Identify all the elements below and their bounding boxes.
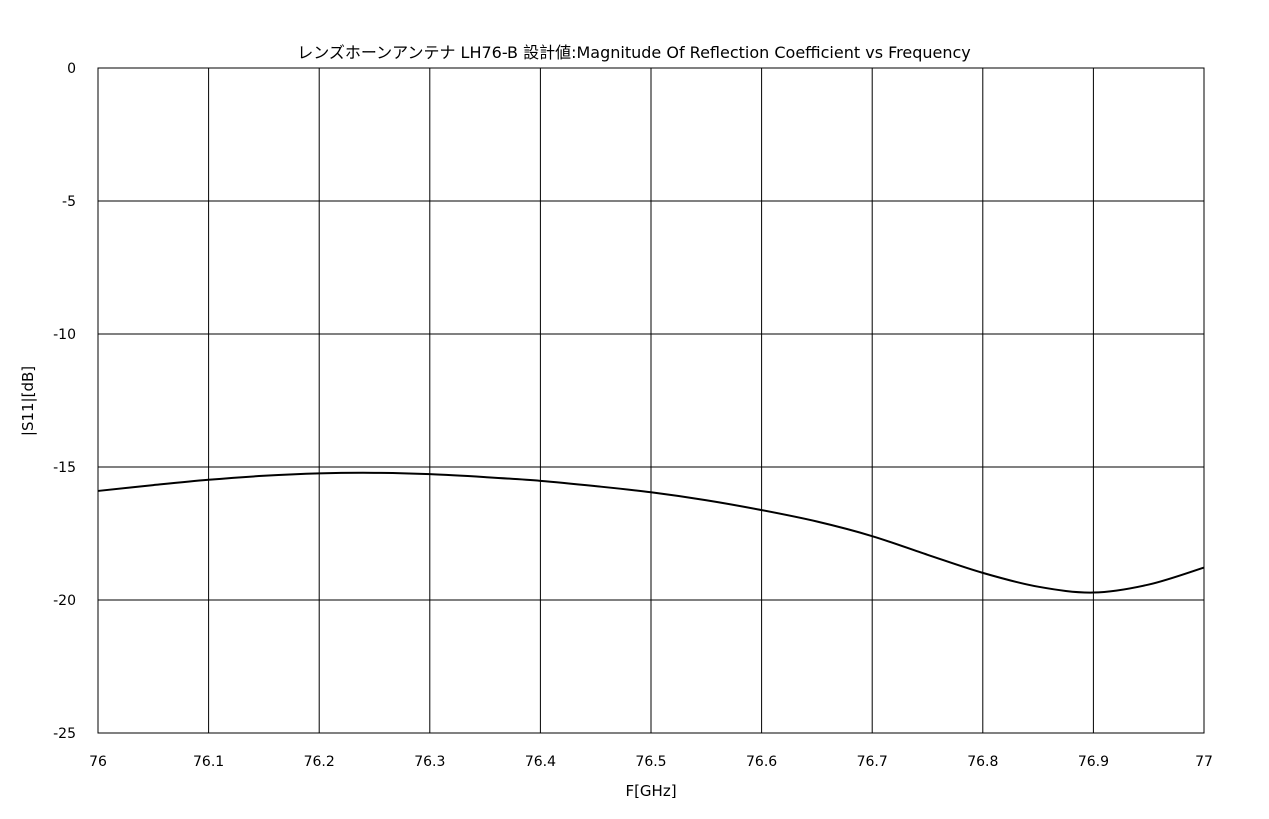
y-tick-label: -10 (53, 327, 76, 343)
grid-lines (97, 67, 1205, 734)
chart-title: レンズホーンアンテナ LH76-B 設計値:Magnitude Of Refle… (297, 43, 971, 62)
x-tick-label: 77 (1195, 754, 1213, 770)
x-tick-label: 76.2 (304, 754, 335, 770)
plot-frame (97, 67, 1205, 734)
x-tick-label: 76.3 (414, 754, 445, 770)
y-tick-labels: 0 -5 -10 -15 -20 -25 (53, 61, 76, 742)
y-tick-label: -25 (53, 726, 76, 742)
s11-series-line (97, 471, 1205, 594)
y-tick-label: -20 (53, 593, 76, 609)
x-tick-label: 76.4 (525, 754, 556, 770)
y-tick-label: 0 (67, 61, 76, 77)
x-tick-label: 76.6 (746, 754, 777, 770)
y-axis-label: |S11|[dB] (19, 366, 37, 436)
x-tick-label: 76.1 (193, 754, 224, 770)
x-tick-label: 76.7 (857, 754, 888, 770)
x-tick-label: 76.5 (635, 754, 666, 770)
x-tick-label: 76 (89, 754, 107, 770)
y-tick-label: -5 (62, 194, 76, 210)
x-axis-label: F[GHz] (625, 782, 676, 800)
x-tick-label: 76.9 (1078, 754, 1109, 770)
x-tick-label: 76.8 (967, 754, 998, 770)
y-tick-label: -15 (53, 460, 76, 476)
x-tick-labels: 76 76.1 76.2 76.3 76.4 76.5 76.6 76.7 76.8 76.9 77 (89, 754, 1213, 770)
